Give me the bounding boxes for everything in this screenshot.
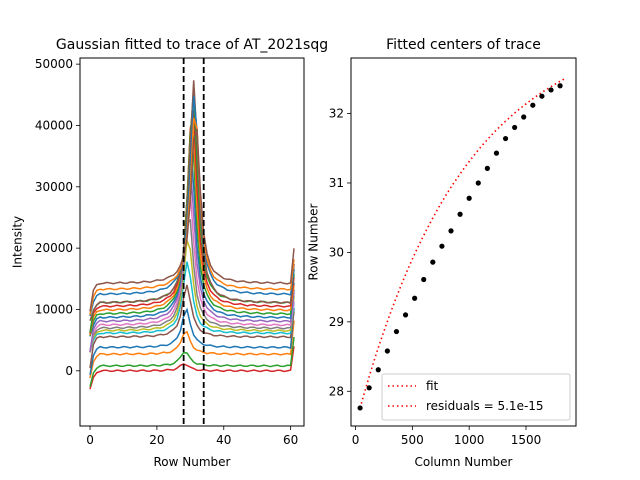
intensity-series-line — [89, 163, 295, 352]
x-tick-label: 1500 — [511, 433, 542, 447]
y-tick-label: 30 — [329, 245, 344, 259]
intensity-y-axis-label: Intensity — [11, 216, 25, 268]
intensity-x-axis-label: Row Number — [154, 455, 231, 469]
y-tick-label: 20000 — [35, 241, 73, 255]
legend-box — [381, 373, 571, 421]
fitted-center-point — [375, 367, 381, 373]
intensity-series-line — [89, 346, 295, 390]
legend-fit-label: fit — [426, 379, 439, 393]
intensity-series-line — [89, 307, 295, 376]
fitted-center-point — [493, 150, 500, 156]
centers-x-axis-label: Column Number — [415, 455, 513, 469]
intensity-chart: Gaussian fitted to trace of AT_2021sqg 0… — [11, 37, 329, 469]
intensity-series-line — [89, 95, 295, 317]
x-tick-label: 0 — [352, 433, 360, 447]
intensity-series-line — [89, 218, 295, 353]
intensity-series-line — [89, 128, 295, 312]
y-tick-label: 50000 — [35, 57, 73, 71]
centers-chart: Fitted centers of trace 0 500 1000 1500 28 29… — [307, 37, 577, 469]
fitted-center-point — [412, 295, 418, 301]
fitted-center-point — [457, 211, 463, 217]
fitted-center-point — [530, 102, 536, 108]
intensity-axis-ticks: 0 20 40 60 0 10000 20000 30000 40000 50000 — [35, 57, 298, 447]
y-tick-label: 29 — [329, 315, 344, 329]
fitted-center-point — [366, 385, 372, 391]
y-tick-label: 30000 — [35, 180, 73, 194]
fitted-center-point — [484, 165, 490, 171]
fitted-center-point — [539, 93, 545, 99]
y-tick-label: 32 — [329, 107, 344, 121]
intensity-series-line — [89, 336, 295, 387]
intensity-chart-title: Gaussian fitted to trace of AT_2021sqg — [56, 37, 328, 53]
intensity-axes-frame — [79, 57, 305, 427]
fitted-center-point — [430, 259, 436, 265]
fitted-center-point — [357, 405, 363, 411]
fitted-center-point — [521, 114, 527, 120]
y-tick-label: 31 — [329, 176, 344, 190]
intensity-series-line — [89, 190, 295, 353]
centers-plot-area — [357, 78, 565, 411]
fitted-center-point — [475, 180, 481, 186]
fitted-center-point — [502, 135, 509, 142]
x-tick-label: 0 — [86, 433, 94, 447]
centers-y-axis-label: Row Number — [307, 203, 321, 280]
x-tick-label: 500 — [401, 433, 424, 447]
fitted-center-point — [512, 124, 518, 131]
legend-residuals-label: residuals = 5.1e-15 — [426, 399, 544, 413]
y-tick-label: 28 — [329, 384, 344, 398]
y-tick-label: 0 — [65, 364, 73, 378]
fitted-center-point — [384, 348, 390, 354]
intensity-series-line — [89, 320, 295, 379]
x-tick-label: 20 — [149, 433, 164, 447]
fitted-center-point — [557, 83, 563, 89]
fitted-center-point — [421, 276, 427, 283]
intensity-plot-area — [89, 58, 295, 426]
centers-axis-ticks: 0 500 1000 1500 28 29 30 31 32 — [329, 107, 542, 447]
x-tick-label: 1000 — [454, 433, 485, 447]
x-tick-label: 40 — [216, 433, 231, 447]
intensity-series-line — [89, 240, 295, 353]
intensity-series-line — [89, 284, 295, 369]
fitted-center-point — [439, 243, 445, 249]
intensity-series-line — [89, 117, 295, 315]
intensity-series-line — [89, 80, 295, 321]
y-tick-label: 10000 — [35, 302, 73, 316]
y-tick-label: 40000 — [35, 118, 73, 132]
fitted-center-point — [393, 328, 400, 335]
fitted-center-point — [448, 228, 454, 234]
centers-chart-title: Fitted centers of trace — [386, 37, 541, 53]
fitted-center-point — [402, 312, 409, 318]
fitted-center-point — [548, 87, 554, 93]
centers-axes-frame — [350, 57, 577, 427]
centers-legend: fit residuals = 5.1e-15 — [381, 373, 571, 421]
fitted-center-point — [466, 195, 472, 201]
x-tick-label: 60 — [283, 433, 298, 447]
intensity-series-line — [89, 261, 295, 353]
